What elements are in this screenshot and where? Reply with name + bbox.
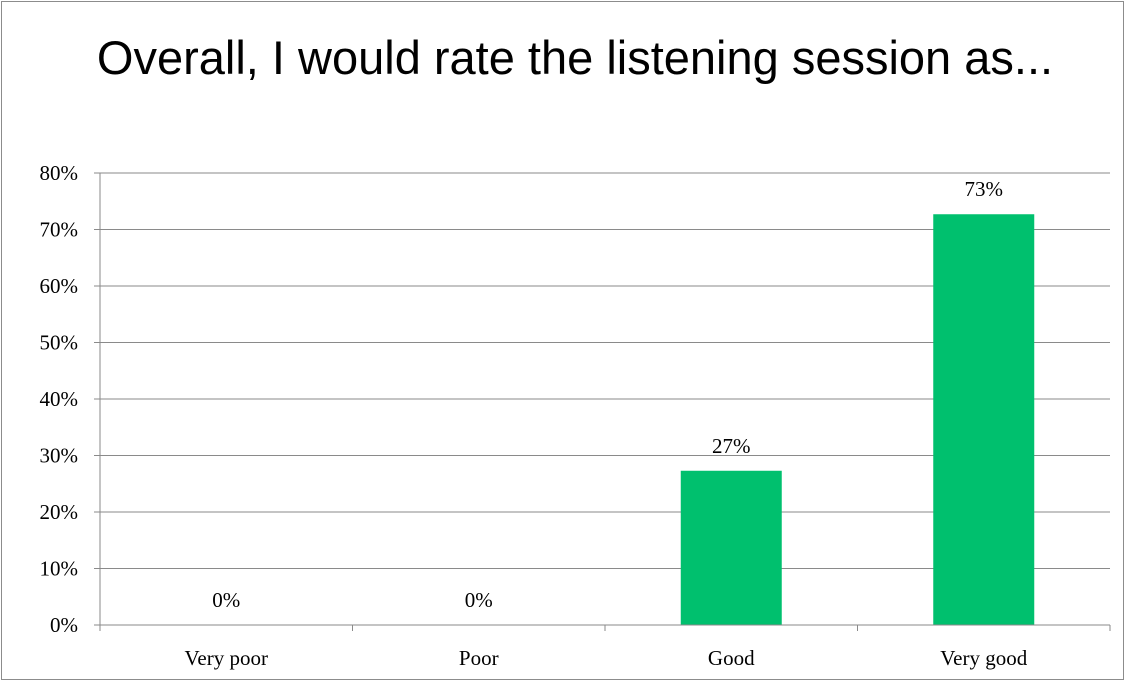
bars bbox=[680, 214, 1035, 625]
y-tick-label: 0% bbox=[50, 613, 78, 637]
x-axis bbox=[99, 173, 1111, 631]
bar-good bbox=[680, 470, 782, 625]
data-label: 73% bbox=[965, 177, 1004, 201]
y-tick-label: 40% bbox=[40, 387, 79, 411]
y-tick-label: 70% bbox=[40, 218, 79, 242]
category-label: Very poor bbox=[185, 646, 268, 670]
category-label: Good bbox=[708, 646, 755, 670]
category-label: Very good bbox=[940, 646, 1027, 670]
data-label: 27% bbox=[712, 434, 751, 458]
y-tick-label: 80% bbox=[40, 161, 79, 185]
data-labels: 0% 0% 27% 73% bbox=[212, 177, 1003, 612]
data-label: 0% bbox=[212, 588, 240, 612]
category-labels: Very poor Poor Good Very good bbox=[185, 646, 1028, 670]
y-tick-label: 50% bbox=[40, 331, 79, 355]
chart-title: Overall, I would rate the listening sess… bbox=[96, 31, 1054, 84]
y-tick-label: 30% bbox=[40, 444, 79, 468]
y-tick-label: 10% bbox=[40, 557, 79, 581]
category-label: Poor bbox=[459, 646, 499, 670]
y-tick-label: 20% bbox=[40, 500, 79, 524]
data-label: 0% bbox=[465, 588, 493, 612]
bar-very-good bbox=[933, 214, 1035, 625]
y-axis-ticks: 0% 10% 20% 30% 40% 50% 60% 70% 80% bbox=[40, 161, 79, 637]
y-tick-label: 60% bbox=[40, 274, 79, 298]
